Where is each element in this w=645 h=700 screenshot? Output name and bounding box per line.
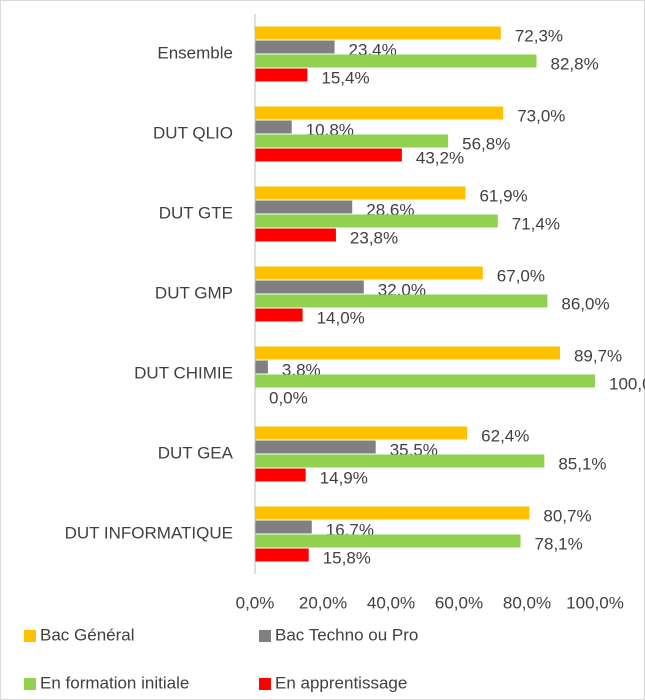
x-tick-label: 40,0% (367, 593, 415, 612)
value-label: 82,8% (551, 54, 599, 73)
bar (255, 548, 309, 562)
value-label: 14,0% (317, 308, 365, 327)
bar (255, 346, 560, 360)
bar (255, 520, 312, 534)
bar (255, 148, 402, 162)
value-label: 62,4% (481, 426, 529, 445)
legend-label: En formation initiale (40, 673, 189, 692)
value-label: 86,0% (561, 294, 609, 313)
bar (255, 426, 468, 440)
value-label: 0,0% (269, 388, 308, 407)
bar (255, 228, 336, 242)
legend-label: En apprentissage (275, 673, 407, 692)
y-tick-label: DUT CHIMIE (134, 363, 233, 382)
x-tick-label: 80,0% (503, 593, 551, 612)
y-tick-label: DUT INFORMATIQUE (65, 523, 233, 542)
bar (255, 26, 501, 40)
bar (255, 200, 353, 214)
x-tick-label: 0,0% (236, 593, 275, 612)
value-label: 71,4% (512, 214, 560, 233)
legend-label: Bac Techno ou Pro (275, 625, 418, 644)
bar (255, 40, 335, 54)
value-label: 100,0% (609, 374, 645, 393)
value-label: 80,7% (543, 506, 591, 525)
value-label: 61,9% (479, 186, 527, 205)
value-label: 15,4% (321, 68, 369, 87)
bar (255, 106, 504, 120)
bar (255, 360, 268, 374)
bar (255, 54, 537, 68)
value-label: 67,0% (497, 266, 545, 285)
y-tick-label: DUT GMP (155, 283, 233, 302)
x-tick-label: 20,0% (299, 593, 347, 612)
value-label: 73,0% (517, 106, 565, 125)
bar (255, 120, 292, 134)
value-label: 85,1% (558, 454, 606, 473)
bar (255, 534, 521, 548)
legend-swatch (24, 630, 36, 642)
y-tick-label: Ensemble (157, 43, 233, 62)
legend-swatch (24, 678, 36, 690)
bar (255, 294, 548, 308)
value-label: 56,8% (462, 134, 510, 153)
legend-swatch (259, 678, 271, 690)
bar (255, 214, 498, 228)
bar (255, 68, 308, 82)
bar (255, 186, 466, 200)
legend-label: Bac Général (40, 625, 135, 644)
bar (255, 374, 595, 388)
y-tick-label: DUT GEA (158, 443, 234, 462)
bar (255, 134, 449, 148)
value-label: 89,7% (574, 346, 622, 365)
bar (255, 468, 306, 482)
y-tick-label: DUT GTE (159, 203, 233, 222)
bar (255, 454, 545, 468)
x-tick-label: 100,0% (566, 593, 624, 612)
bar (255, 280, 364, 294)
bar (255, 506, 530, 520)
y-tick-label: DUT QLIO (153, 123, 233, 142)
x-tick-label: 60,0% (435, 593, 483, 612)
value-label: 14,9% (320, 468, 368, 487)
bar (255, 266, 483, 280)
value-label: 23,8% (350, 228, 398, 247)
value-label: 78,1% (535, 534, 583, 553)
value-label: 15,8% (323, 548, 371, 567)
value-label: 72,3% (515, 26, 563, 45)
legend-swatch (259, 630, 271, 642)
bar (255, 440, 376, 454)
bar (255, 308, 303, 322)
value-label: 43,2% (416, 148, 464, 167)
